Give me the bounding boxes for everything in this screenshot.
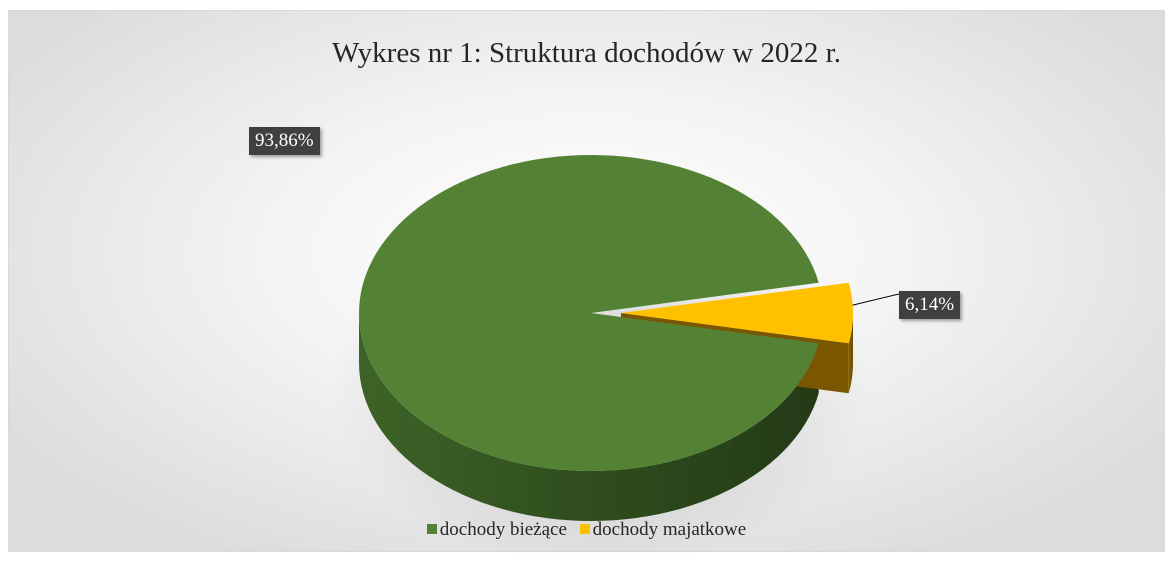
legend-label-dochody-biezace: dochody bieżące <box>439 519 567 540</box>
data-label-dochody-majatkowe: 6,14% <box>899 291 961 319</box>
legend-swatch-dochody-biezace <box>426 524 437 534</box>
chart-title: Wykres nr 1: Struktura dochodów w 2022 r… <box>332 37 841 69</box>
legend-label-dochody-majatkowe: dochody majatkowe <box>592 519 747 540</box>
chart-area: Wykres nr 1: Struktura dochodów w 2022 r… <box>8 10 1165 553</box>
slice-side-dochody-biezace <box>359 313 819 521</box>
legend-item-dochody-majatkowe: dochody majatkowe <box>579 519 747 541</box>
slice-dochody-biezace <box>359 155 819 471</box>
slice-side-dochody-majatkowe <box>848 313 853 394</box>
data-label-dochody-biezace: 93,86% <box>249 127 320 155</box>
pie-chart <box>329 155 900 553</box>
leader-line-dochody-majatkowe <box>852 293 900 306</box>
slice-dochody-majatkowe <box>621 282 853 344</box>
legend-item-dochody-biezace: dochody bieżące <box>426 519 567 541</box>
legend: dochody bieżące dochody majatkowe <box>9 519 1164 541</box>
legend-swatch-dochody-majatkowe <box>579 524 590 534</box>
